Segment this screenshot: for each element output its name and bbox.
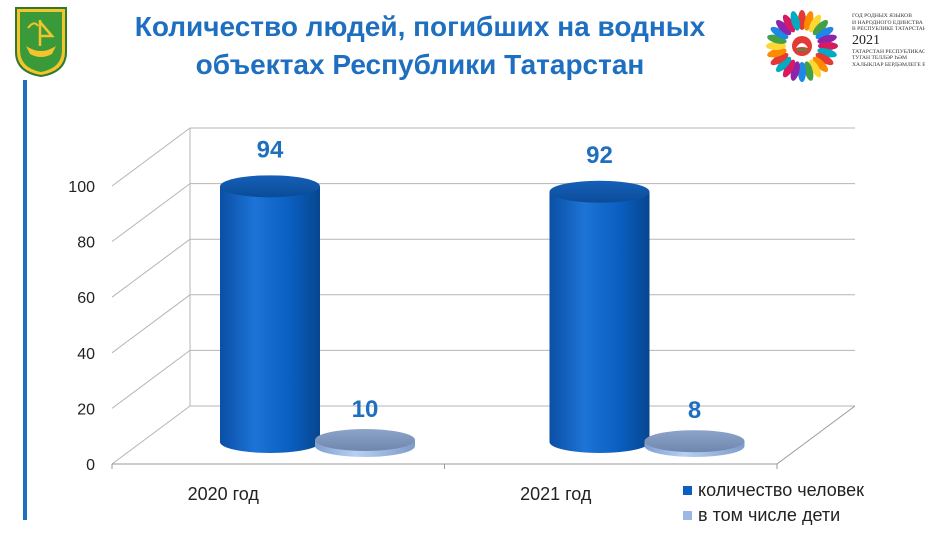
y-tick-label: 20 — [77, 401, 95, 418]
y-tick-label: 100 — [68, 179, 95, 196]
y-tick-label: 0 — [86, 457, 95, 474]
y-tick-label: 60 — [77, 290, 95, 307]
emblem-petal — [804, 61, 814, 81]
data-label: 92 — [586, 142, 613, 169]
emblem-petal — [808, 14, 822, 33]
emblem-petal — [808, 59, 822, 78]
page-title: Количество людей, погибших на водных объ… — [134, 11, 706, 80]
emblem-line: В РЕСПУБЛИКЕ ТАТАРСТАН — [852, 26, 925, 33]
legend-item: в том числе дети — [683, 503, 864, 528]
coat-of-arms-icon — [15, 7, 67, 78]
y-tick-label: 40 — [77, 346, 95, 363]
emblem-petal — [782, 59, 796, 78]
data-label: 8 — [688, 397, 701, 424]
y-tick-label: 80 — [77, 235, 95, 252]
emblem-petal — [818, 42, 838, 50]
gridline-side — [111, 127, 191, 187]
emblem-petal — [767, 48, 787, 58]
x-category-label: 2021 год — [520, 484, 592, 504]
emblem-petal — [817, 34, 837, 44]
emblem-line: И НАРОДНОГО ЕДИНСТВА — [852, 19, 923, 26]
data-label: 10 — [352, 396, 379, 423]
emblem-petal — [798, 62, 806, 82]
legend-swatch — [683, 486, 692, 495]
emblem-year: 2021 — [852, 32, 880, 48]
legend-label: в том числе дети — [698, 505, 841, 525]
data-label: 94 — [257, 136, 284, 163]
emblem-petal — [775, 56, 792, 73]
emblem-petal — [766, 42, 786, 50]
floor-right-edge — [776, 405, 856, 465]
chart-legend: количество человек в том числе дети — [683, 478, 864, 528]
emblem-petal — [775, 19, 792, 36]
bar-top-cap — [644, 430, 745, 453]
emblem-petal — [815, 26, 834, 40]
left-accent-bar — [23, 80, 27, 520]
emblem-line: ТАТАРСТАН РЕСПУБЛИКАСЫНДА — [852, 48, 925, 55]
emblem-petal — [815, 52, 834, 66]
emblem-petal — [790, 11, 800, 31]
x-category-label: 2020 год — [188, 484, 260, 504]
emblem-petal — [812, 56, 829, 73]
legend-item: количество человек — [683, 478, 864, 503]
emblem-line: ТУГАН ТЕЛЛӘР ҺӘМ — [852, 55, 908, 62]
bar-top-cap — [549, 180, 650, 203]
bar-total — [549, 191, 650, 454]
emblem-petal — [782, 14, 796, 33]
emblem-line: ХАЛЫКЛАР БЕРДӘМЛЕГЕ ЕЛЫ — [852, 61, 925, 68]
bar-top-cap — [220, 175, 320, 198]
legend-label: количество человек — [698, 480, 865, 500]
gridline-side — [111, 349, 191, 409]
emblem-petal — [798, 10, 806, 30]
bar-total — [220, 186, 320, 453]
emblem-petal — [770, 52, 789, 66]
year-emblem-icon — [766, 10, 838, 82]
emblem-line: ГОД РОДНЫХ ЯЗЫКОВ — [852, 13, 912, 19]
gridline-side — [111, 405, 191, 465]
emblem-petal — [812, 19, 829, 36]
emblem-petal — [770, 26, 789, 40]
legend-swatch — [683, 511, 692, 520]
emblem-caption: ГОД РОДНЫХ ЯЗЫКОВ И НАРОДНОГО ЕДИНСТВА В… — [852, 13, 925, 69]
gridline-side — [111, 294, 191, 354]
gridline-side — [111, 183, 191, 243]
bar-top-cap — [315, 429, 415, 451]
gridline-side — [111, 238, 191, 298]
